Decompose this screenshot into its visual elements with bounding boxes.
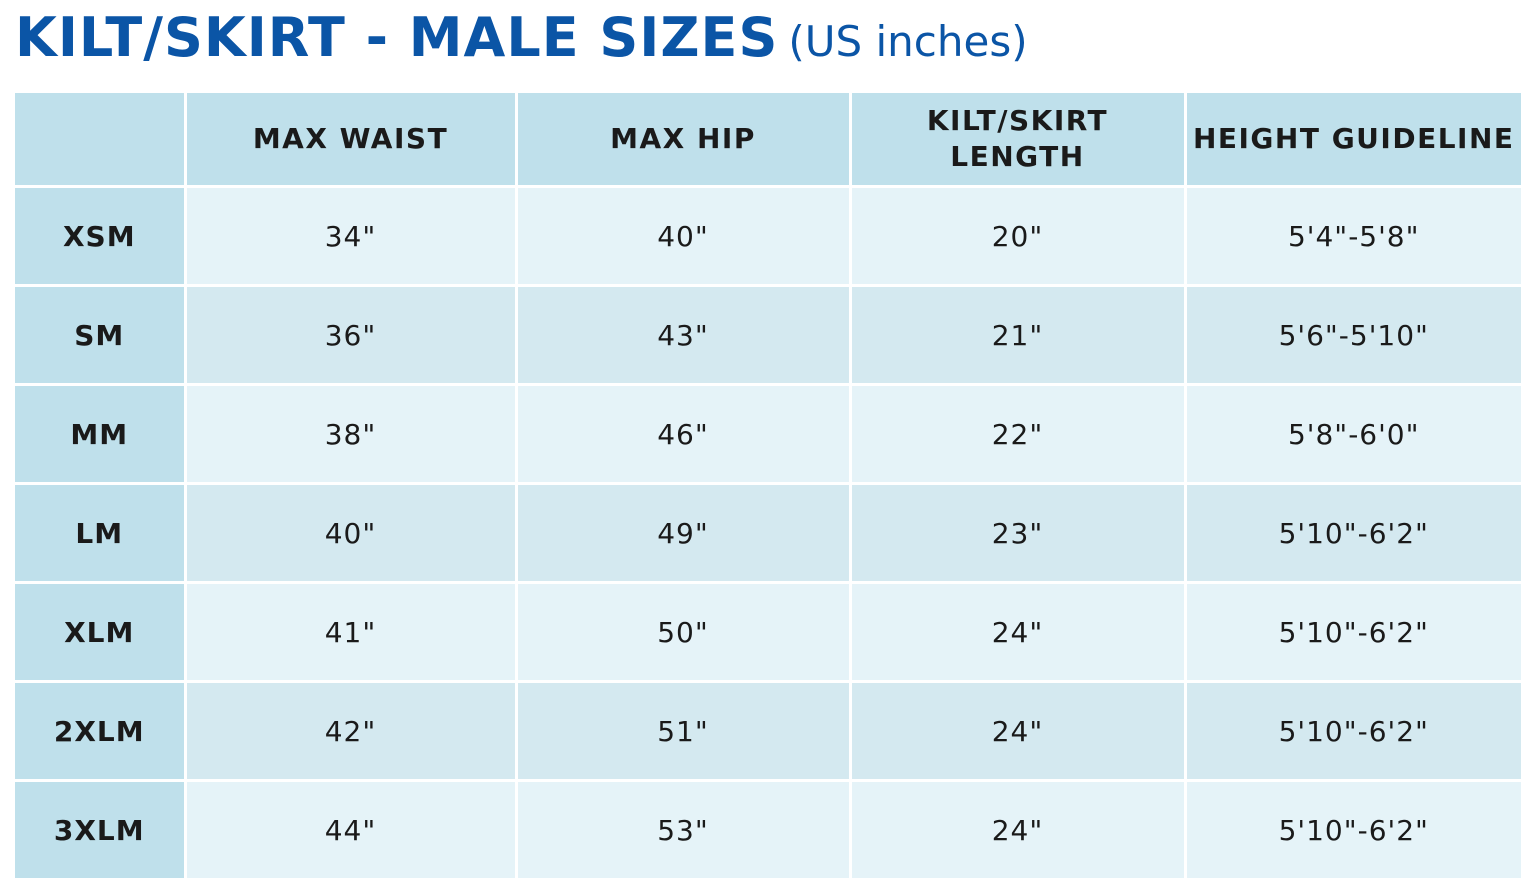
size-label: 3XLM (15, 779, 187, 881)
table-row: XLM 41" 50" 24" 5'10"-6'2" (15, 581, 1521, 683)
table-row: 3XLM 44" 53" 24" 5'10"-6'2" (15, 779, 1521, 881)
max-hip-cell: 43" (514, 284, 852, 386)
table-row: MM 38" 46" 22" 5'8"-6'0" (15, 383, 1521, 485)
height-guideline-cell: 5'10"-6'2" (1183, 482, 1521, 584)
max-waist-cell: 38" (183, 383, 518, 485)
size-label: MM (15, 383, 187, 485)
max-hip-cell: 53" (514, 779, 852, 881)
size-label: SM (15, 284, 187, 386)
table-header-row: MAX WAIST MAX HIP KILT/SKIRT LENGTH HEIG… (15, 93, 1521, 188)
table-row: SM 36" 43" 21" 5'6"-5'10" (15, 284, 1521, 386)
height-guideline-cell: 5'10"-6'2" (1183, 680, 1521, 782)
length-cell: 20" (848, 185, 1187, 287)
length-cell: 24" (848, 581, 1187, 683)
page-title: KILT/SKIRT - MALE SIZES (US inches) (15, 0, 1028, 80)
max-waist-cell: 40" (183, 482, 518, 584)
length-cell: 23" (848, 482, 1187, 584)
max-waist-cell: 34" (183, 185, 518, 287)
max-waist-cell: 44" (183, 779, 518, 881)
header-max-waist: MAX WAIST (183, 93, 518, 188)
length-cell: 24" (848, 680, 1187, 782)
height-guideline-cell: 5'4"-5'8" (1183, 185, 1521, 287)
length-cell: 22" (848, 383, 1187, 485)
size-label: XSM (15, 185, 187, 287)
header-kilt-skirt-length: KILT/SKIRT LENGTH (848, 93, 1187, 188)
table-row: LM 40" 49" 23" 5'10"-6'2" (15, 482, 1521, 584)
table-row: 2XLM 42" 51" 24" 5'10"-6'2" (15, 680, 1521, 782)
header-size-cell (15, 93, 187, 188)
header-height-guideline: HEIGHT GUIDELINE (1183, 93, 1521, 188)
max-hip-cell: 51" (514, 680, 852, 782)
header-kilt-skirt-length-label: KILT/SKIRT LENGTH (926, 104, 1109, 173)
title-subtitle: (US inches) (788, 17, 1028, 66)
max-hip-cell: 40" (514, 185, 852, 287)
height-guideline-cell: 5'8"-6'0" (1183, 383, 1521, 485)
max-hip-cell: 49" (514, 482, 852, 584)
height-guideline-cell: 5'10"-6'2" (1183, 779, 1521, 881)
max-hip-cell: 46" (514, 383, 852, 485)
table-row: XSM 34" 40" 20" 5'4"-5'8" (15, 185, 1521, 287)
header-max-hip: MAX HIP (514, 93, 852, 188)
size-label: XLM (15, 581, 187, 683)
length-cell: 24" (848, 779, 1187, 881)
size-label: LM (15, 482, 187, 584)
max-hip-cell: 50" (514, 581, 852, 683)
max-waist-cell: 42" (183, 680, 518, 782)
size-label: 2XLM (15, 680, 187, 782)
title-main: KILT/SKIRT - MALE SIZES (15, 6, 779, 69)
max-waist-cell: 41" (183, 581, 518, 683)
length-cell: 21" (848, 284, 1187, 386)
size-table: MAX WAIST MAX HIP KILT/SKIRT LENGTH HEIG… (15, 93, 1521, 881)
height-guideline-cell: 5'6"-5'10" (1183, 284, 1521, 386)
max-waist-cell: 36" (183, 284, 518, 386)
height-guideline-cell: 5'10"-6'2" (1183, 581, 1521, 683)
